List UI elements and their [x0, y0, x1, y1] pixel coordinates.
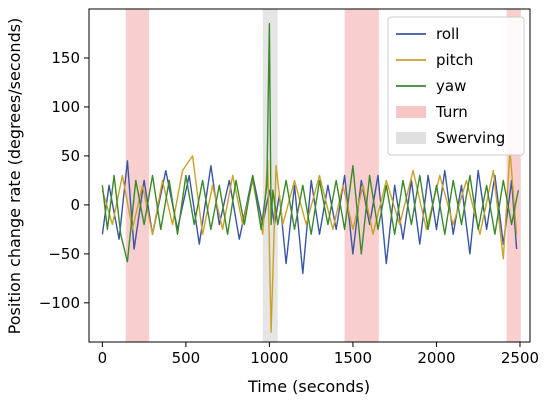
series-line-0 — [101, 160, 518, 275]
legend-label-3: Turn — [435, 103, 468, 121]
shaded-region-0-0 — [125, 9, 150, 342]
legend-label-0: roll — [436, 25, 459, 43]
y-tick-label-4: 100 — [51, 98, 80, 116]
x-tick-label-0: 0 — [98, 349, 108, 367]
y-tick-label-1: −50 — [48, 245, 80, 263]
y-tick-label-3: 50 — [61, 147, 80, 165]
legend-label-2: yaw — [436, 77, 466, 95]
y-tick-label-2: 0 — [70, 196, 80, 214]
shaded-region-0-1 — [344, 9, 379, 342]
x-axis-label: Time (seconds) — [247, 377, 370, 396]
y-axis-ticks: −100 −50 0 50 100 150 — [39, 49, 89, 312]
series-lines — [101, 23, 519, 333]
legend-swatch-4 — [396, 132, 426, 144]
x-tick-label-4: 2000 — [417, 349, 455, 367]
legend-swatch-3 — [396, 106, 426, 118]
y-tick-label-5: 150 — [51, 49, 80, 67]
legend-label-1: pitch — [436, 51, 473, 69]
y-axis-label: Position change rate (degrees/seconds) — [5, 18, 24, 335]
legend-box — [387, 16, 525, 156]
plot-frame — [88, 8, 531, 343]
legend: roll pitch yaw Turn Swerving — [387, 16, 525, 156]
x-axis-ticks: 0 500 1000 1500 2000 2500 — [98, 342, 539, 367]
x-tick-label-5: 2500 — [501, 349, 539, 367]
x-tick-label-2: 1000 — [250, 349, 288, 367]
series-line-1 — [101, 150, 518, 333]
legend-label-4: Swerving — [436, 129, 505, 147]
series-line-2 — [101, 23, 519, 263]
x-tick-label-3: 1500 — [334, 349, 372, 367]
y-tick-label-0: −100 — [39, 294, 80, 312]
x-tick-label-1: 500 — [172, 349, 201, 367]
